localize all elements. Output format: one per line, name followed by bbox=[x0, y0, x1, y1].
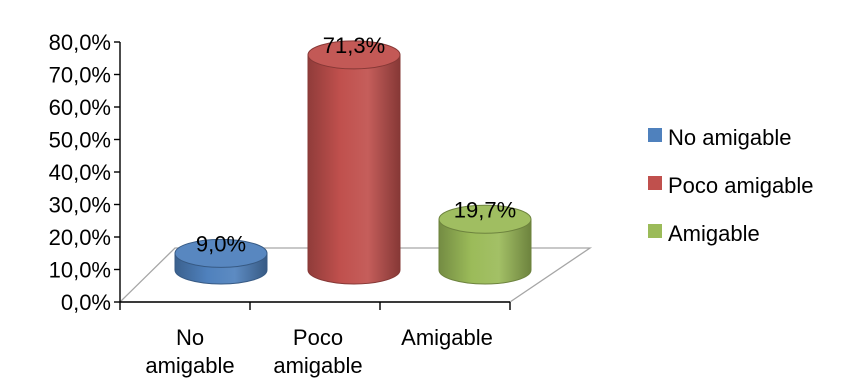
x-axis-labels: No amigable Poco amigable Amigable bbox=[145, 325, 493, 378]
y-tick-label: 60,0% bbox=[49, 95, 111, 120]
y-tick-label: 70,0% bbox=[49, 63, 111, 88]
bar-top bbox=[438, 204, 532, 234]
y-tick-label: 0,0% bbox=[61, 290, 111, 315]
bar-top bbox=[174, 238, 268, 268]
legend-swatch bbox=[648, 128, 662, 142]
legend-label: Amigable bbox=[668, 221, 760, 246]
y-axis: 0,0% 10,0% 20,0% 30,0% 40,0% 50,0% 60,0% 70,0% 8… bbox=[49, 30, 511, 315]
y-tick-label: 10,0% bbox=[49, 258, 111, 283]
bar-body bbox=[438, 218, 532, 285]
bar-top bbox=[307, 40, 401, 70]
data-label: 19,7% bbox=[454, 197, 516, 222]
legend-swatch bbox=[648, 224, 662, 238]
y-tick-label: 50,0% bbox=[49, 128, 111, 153]
y-tick-label: 30,0% bbox=[49, 193, 111, 218]
data-label: 9,0% bbox=[196, 231, 246, 256]
data-label: 71,3% bbox=[323, 33, 385, 58]
legend: No amigable Poco amigable Amigable bbox=[648, 125, 814, 246]
y-tick-label: 40,0% bbox=[49, 160, 111, 185]
data-labels: 9,0% 71,3% 19,7% bbox=[196, 33, 516, 256]
bars bbox=[174, 40, 532, 285]
y-tick-label: 80,0% bbox=[49, 30, 111, 55]
legend-swatch bbox=[648, 176, 662, 190]
x-category-label: No amigable bbox=[145, 325, 234, 378]
x-category-label: Amigable bbox=[401, 325, 493, 350]
bar-2 bbox=[307, 40, 401, 285]
bar-body bbox=[307, 54, 401, 285]
bar-3 bbox=[438, 204, 532, 285]
y-tick-label: 20,0% bbox=[49, 225, 111, 250]
bar-1 bbox=[174, 238, 268, 285]
x-category-label: Poco amigable bbox=[273, 325, 362, 378]
legend-label: Poco amigable bbox=[668, 173, 814, 198]
legend-label: No amigable bbox=[668, 125, 792, 150]
